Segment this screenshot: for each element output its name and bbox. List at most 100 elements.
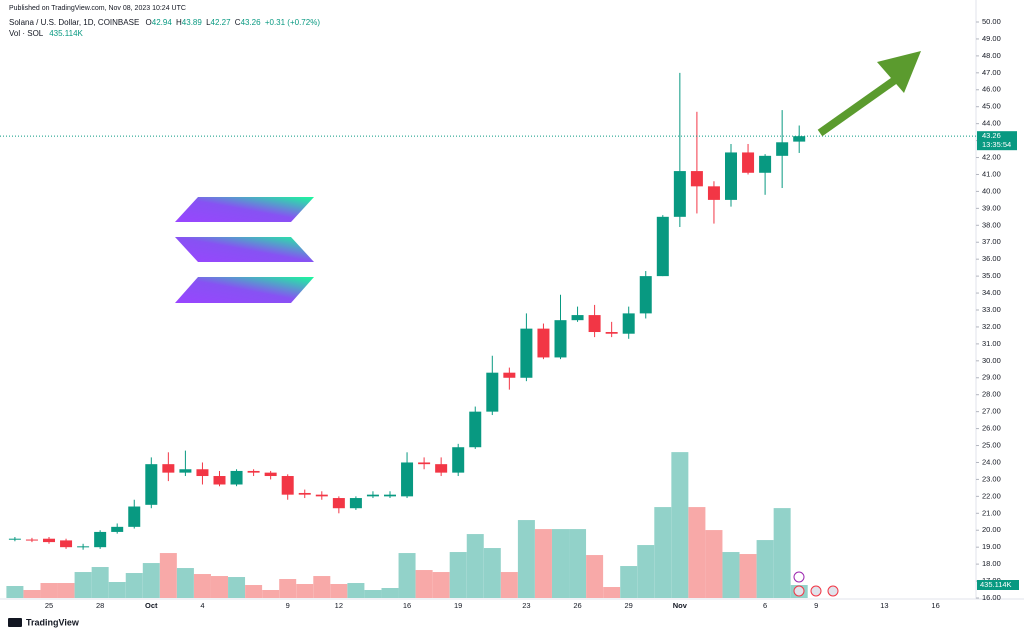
y-tick-label: 48.00 [982, 51, 1001, 60]
y-tick-label: 50.00 [982, 17, 1001, 26]
candle-body [281, 476, 294, 495]
candle-body [793, 136, 806, 142]
y-tick-label: 16.00 [982, 593, 1001, 602]
candle-body [298, 492, 311, 495]
volume-bar [466, 534, 484, 598]
legend-key: H [176, 18, 182, 27]
volume-layer [6, 452, 808, 598]
candle-body [43, 538, 55, 543]
x-tick-label: 25 [45, 601, 53, 610]
candle-body [145, 464, 158, 505]
brand: TradingView [26, 617, 80, 627]
close-value: 43.26 [241, 18, 262, 27]
candle-body [554, 320, 567, 358]
symbol-title: Solana / U.S. Dollar, 1D, COINBASE [9, 18, 139, 27]
candle-body [588, 315, 601, 333]
volume-bar [552, 529, 569, 598]
volume-bar [193, 574, 211, 598]
candle-body [418, 462, 431, 465]
solana-logo [175, 197, 314, 303]
x-tick-label: 28 [96, 601, 104, 610]
y-tick-label: 38.00 [982, 220, 1001, 229]
volume-bar [125, 573, 143, 598]
x-tick-label: 13 [880, 601, 888, 610]
y-tick-label: 33.00 [982, 305, 1001, 314]
volume-bar [756, 540, 774, 598]
volume-bar [432, 572, 450, 598]
y-tick-label: 41.00 [982, 169, 1001, 178]
candle-body [179, 469, 192, 473]
candle-body [690, 171, 703, 187]
volume-bar [620, 566, 638, 598]
x-tick-label: Oct [145, 601, 158, 610]
volume-bar [211, 576, 228, 598]
volume-label-bg [977, 580, 1019, 590]
candle-body [349, 498, 362, 509]
y-tick-label: 28.00 [982, 390, 1001, 399]
y-tick-label: 27.00 [982, 407, 1001, 416]
y-tick-label: 40.00 [982, 186, 1001, 195]
x-tick-label: 6 [763, 601, 767, 610]
volume-bar [176, 568, 194, 598]
brand-icon [8, 618, 22, 627]
y-tick-label: 34.00 [982, 288, 1001, 297]
y-tick-label: 36.00 [982, 254, 1001, 263]
volume-bar [637, 545, 655, 598]
y-tick-label: 20.00 [982, 525, 1001, 534]
volume-bar [296, 584, 314, 598]
volume-bar [279, 579, 297, 598]
x-tick-label: 23 [522, 601, 530, 610]
y-tick-label: 37.00 [982, 237, 1001, 246]
footer [0, 613, 1024, 633]
y-tick-label: 25.00 [982, 441, 1001, 450]
volume-bar [228, 577, 246, 598]
y-tick-label: 31.00 [982, 339, 1001, 348]
volume-bar [108, 582, 126, 598]
candle-body [707, 186, 720, 200]
volume-value: 435.114K [49, 29, 83, 38]
low-value: 42.27 [211, 18, 232, 27]
candle-body [213, 476, 226, 485]
candle-body [94, 531, 107, 548]
x-tick-label: 26 [573, 601, 581, 610]
volume-bar [313, 576, 331, 598]
candle-body [111, 526, 124, 532]
y-tick-label: 32.00 [982, 322, 1001, 331]
candle-body [639, 276, 652, 314]
volume-bar [74, 572, 92, 598]
y-tick-label: 30.00 [982, 356, 1001, 365]
event-icons [793, 571, 839, 597]
candle-body [162, 464, 175, 473]
x-tick-label: 16 [931, 601, 939, 610]
countdown: 13:35:54 [982, 140, 1011, 149]
volume-bar [398, 553, 416, 598]
candle-body [264, 472, 277, 477]
candle-body [656, 216, 669, 277]
volume-bar [245, 585, 263, 598]
volume-bar [722, 552, 740, 598]
x-tick-label: 29 [625, 601, 633, 610]
candle-body [247, 470, 260, 473]
published: Published on TradingView.com, Nov 08, 20… [9, 5, 186, 12]
y-tick-label: 24.00 [982, 457, 1001, 466]
y-tick-label: 22.00 [982, 491, 1001, 500]
volume-bar [773, 508, 791, 598]
candle-body [725, 152, 737, 200]
candle-body [759, 155, 772, 173]
y-tick-label: 49.00 [982, 34, 1001, 43]
volume-bar [23, 590, 41, 598]
candle-body [537, 328, 550, 358]
x-tick-label: 19 [454, 601, 462, 610]
high-value: 43.89 [182, 18, 203, 27]
y-tick-label: 18.00 [982, 559, 1001, 568]
price-label-bg [977, 131, 1017, 151]
candle-body [315, 494, 328, 497]
change: +0.31 (+0.72%) [265, 18, 320, 27]
y-tick-label: 45.00 [982, 102, 1001, 111]
y-tick-label: 26.00 [982, 424, 1001, 433]
y-tick-label: 19.00 [982, 542, 1001, 551]
volume-bar [40, 583, 58, 598]
header: Solana / U.S. Dollar, 1D, COINBASE O42.9… [9, 18, 320, 27]
volume-bar [364, 590, 382, 598]
